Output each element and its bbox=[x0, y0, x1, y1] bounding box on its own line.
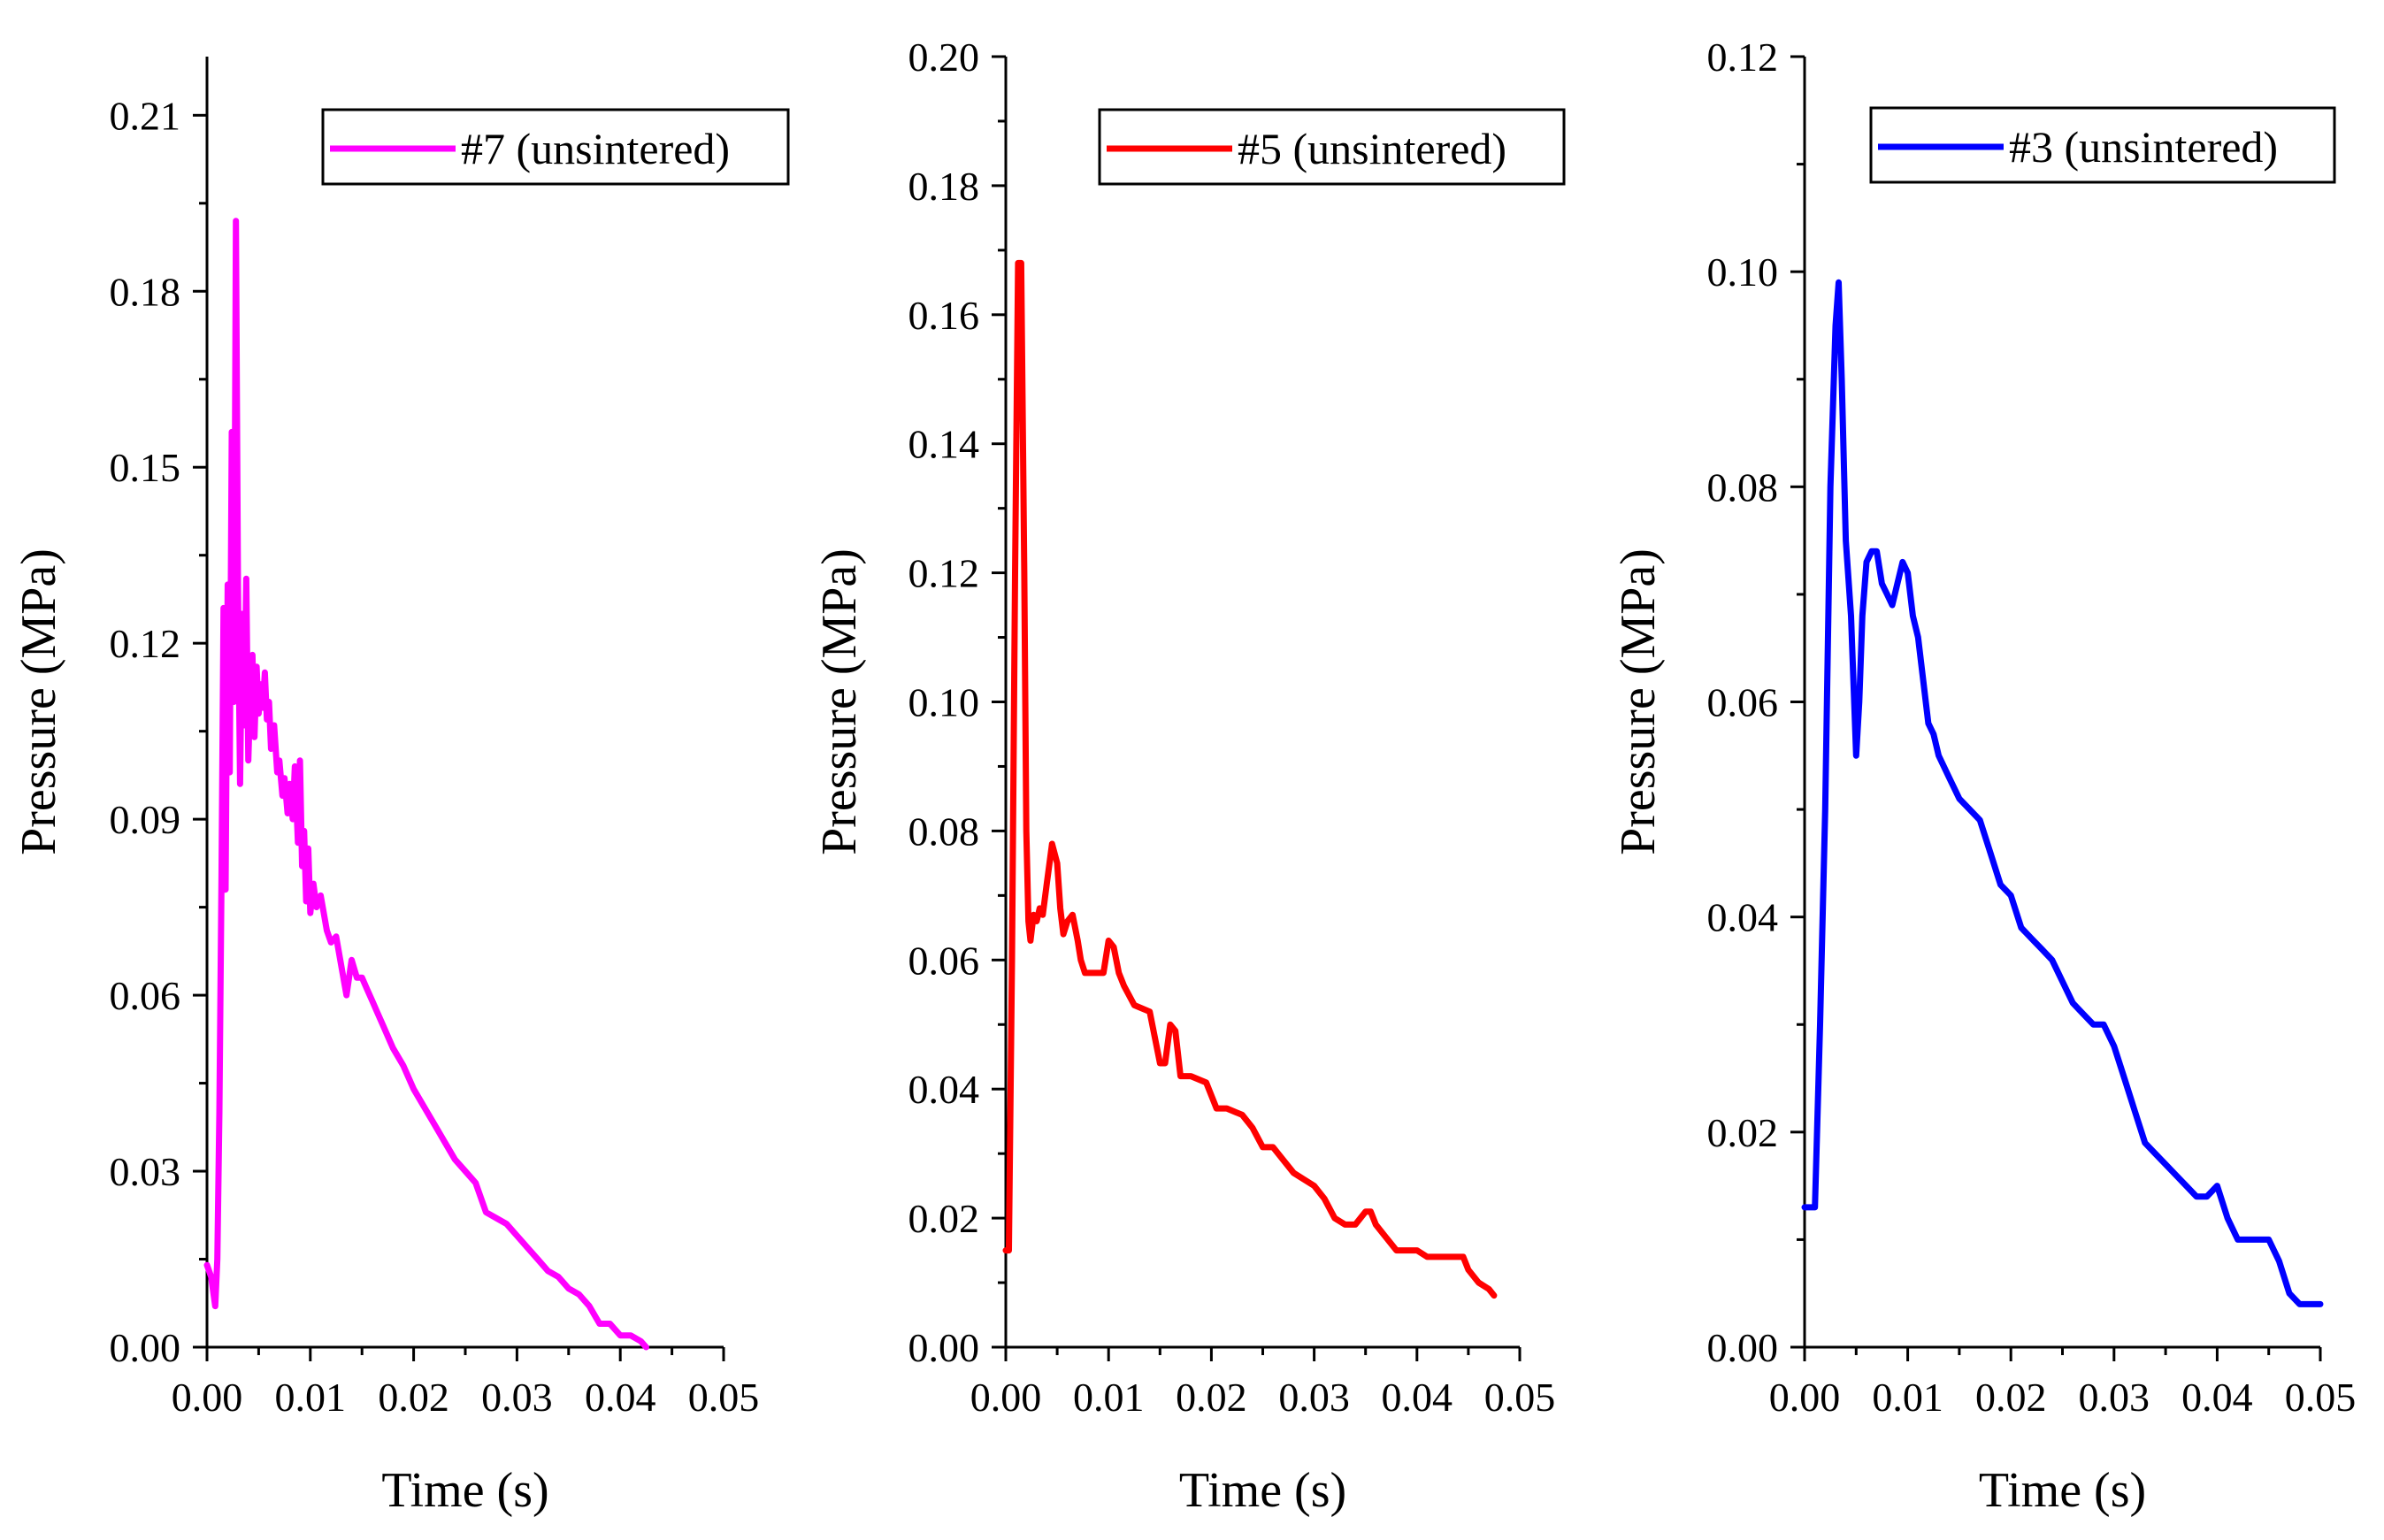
legend: #7 (unsintered) bbox=[321, 108, 790, 186]
y-tick-label: 0.02 bbox=[908, 1196, 980, 1241]
y-tick-label: 0.09 bbox=[110, 797, 181, 842]
x-tick-label: 0.04 bbox=[1382, 1375, 1453, 1420]
y-tick-label: 0.20 bbox=[908, 34, 980, 80]
legend-label: #7 (unsintered) bbox=[461, 124, 730, 173]
x-tick-label: 0.03 bbox=[1278, 1375, 1350, 1420]
y-tick-label: 0.00 bbox=[908, 1325, 980, 1370]
x-tick-label: 0.04 bbox=[585, 1375, 656, 1420]
legend: #3 (unsintered) bbox=[1869, 106, 2336, 184]
x-axis-title: Time (s) bbox=[381, 1463, 548, 1518]
x-tick-label: 0.00 bbox=[1769, 1375, 1841, 1420]
x-tick-label: 0.00 bbox=[172, 1375, 243, 1420]
x-axis-title: Time (s) bbox=[1979, 1463, 2146, 1518]
y-tick-label: 0.08 bbox=[908, 808, 980, 854]
x-tick-label: 0.00 bbox=[970, 1375, 1042, 1420]
y-axis-title: Pressure (MPa) bbox=[1611, 548, 1666, 855]
y-tick-label: 0.08 bbox=[1707, 464, 1779, 510]
x-tick-label: 0.05 bbox=[2285, 1375, 2357, 1420]
x-axis-title: Time (s) bbox=[1179, 1463, 1346, 1518]
legend-label: #5 (unsintered) bbox=[1238, 124, 1506, 173]
x-tick-label: 0.04 bbox=[2181, 1375, 2253, 1420]
y-tick-label: 0.12 bbox=[1707, 34, 1779, 80]
x-tick-label: 0.02 bbox=[1975, 1375, 2047, 1420]
y-tick-label: 0.16 bbox=[908, 293, 980, 338]
chart-panel-2: 0.00 0.02 0.04 0.06 0.08 0.10 0.12 0.14 0.16 0.18… bbox=[812, 34, 1566, 1518]
y-tick-label: 0.03 bbox=[110, 1149, 181, 1194]
series-line-1-1 bbox=[203, 218, 649, 1351]
y-tick-label: 0.15 bbox=[110, 445, 181, 490]
x-tick-label: 0.05 bbox=[688, 1375, 760, 1420]
y-tick-label: 0.21 bbox=[110, 93, 181, 138]
x-tick-label: 0.01 bbox=[275, 1375, 347, 1420]
series-line-2-1 bbox=[1002, 259, 1498, 1299]
y-tick-label: 0.12 bbox=[908, 551, 980, 596]
y-tick-label: 0.06 bbox=[908, 938, 980, 983]
y-tick-label: 0.02 bbox=[1707, 1110, 1779, 1155]
y-axis-title: Pressure (MPa) bbox=[812, 548, 867, 855]
y-tick-label: 0.00 bbox=[1707, 1325, 1779, 1370]
y-tick-label: 0.00 bbox=[110, 1325, 181, 1370]
y-tick-label: 0.18 bbox=[110, 269, 181, 314]
y-tick-label: 0.10 bbox=[908, 680, 980, 725]
series-line-3-1 bbox=[1801, 279, 2324, 1307]
x-tick-label: 0.03 bbox=[481, 1375, 553, 1420]
y-tick-label: 0.14 bbox=[908, 422, 980, 467]
x-tick-label: 0.01 bbox=[1073, 1375, 1145, 1420]
x-tick-label: 0.05 bbox=[1484, 1375, 1556, 1420]
y-tick-label: 0.18 bbox=[908, 164, 980, 209]
x-tick-label: 0.02 bbox=[1176, 1375, 1247, 1420]
x-tick-label: 0.02 bbox=[378, 1375, 449, 1420]
chart-panel-3: 0.00 0.02 0.04 0.06 0.08 0.10 0.12 0.00 0.01 0.02… bbox=[1611, 34, 2356, 1518]
y-axis-title: Pressure (MPa) bbox=[11, 548, 66, 855]
y-tick-label: 0.10 bbox=[1707, 249, 1779, 295]
y-tick-label: 0.06 bbox=[110, 973, 181, 1018]
y-tick-label: 0.04 bbox=[1707, 895, 1779, 940]
x-tick-label: 0.01 bbox=[1872, 1375, 1943, 1420]
legend: #5 (unsintered) bbox=[1098, 108, 1566, 186]
y-tick-label: 0.06 bbox=[1707, 680, 1779, 725]
y-tick-label: 0.04 bbox=[908, 1067, 980, 1112]
legend-label: #3 (unsintered) bbox=[2009, 122, 2278, 172]
chart-panel-1: 0.00 0.03 0.06 0.09 0.12 0.15 0.18 0.21 0.00 0.01… bbox=[11, 57, 790, 1518]
y-tick-label: 0.12 bbox=[110, 621, 181, 666]
x-tick-label: 0.03 bbox=[2079, 1375, 2150, 1420]
